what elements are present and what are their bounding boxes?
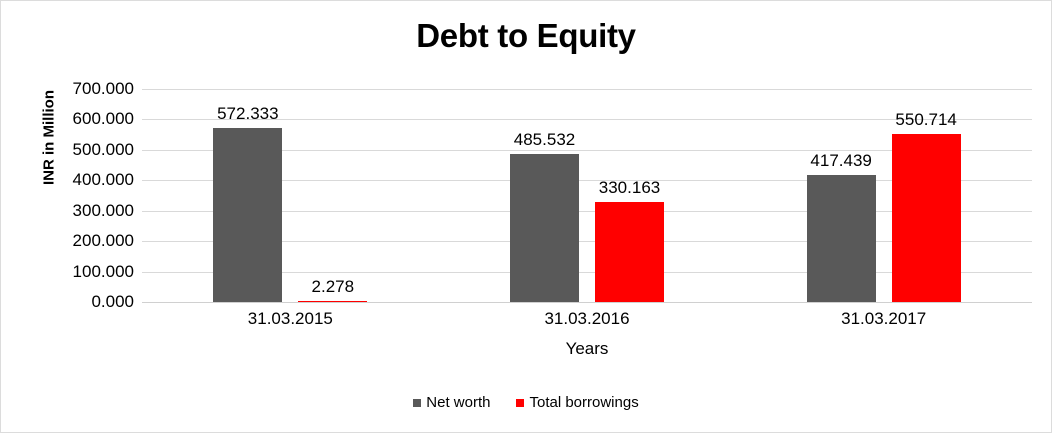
gridline <box>142 149 1032 151</box>
x-axis-category-label: 31.03.2016 <box>544 309 630 328</box>
bar-value-label: 330.163 <box>598 177 661 197</box>
legend-swatch-icon <box>516 398 525 407</box>
y-axis-tick-label: 700.000 <box>72 79 134 98</box>
bar-total-borrowings-31.03.2017[interactable] <box>891 134 961 302</box>
gridline <box>142 210 1032 212</box>
chart-title: Debt to Equity <box>416 17 636 54</box>
gridline <box>142 89 1032 90</box>
legend-item-net-worth[interactable]: Net worth <box>413 394 490 411</box>
x-axis-category-label: 31.03.2015 <box>247 309 333 328</box>
y-axis-tick-label: 0.000 <box>91 292 134 311</box>
x-axis-title: Years <box>565 339 609 358</box>
y-axis-tick-label: 600.000 <box>72 109 134 129</box>
y-axis-tick-labels: 700.000 600.000 500.000 400.000 300.000 200.0… <box>11 79 142 311</box>
bar-net-worth-31.03.2017[interactable] <box>806 174 876 302</box>
y-axis-tick-label: 100.000 <box>72 261 134 281</box>
y-axis-tick-label: 300.000 <box>72 200 134 220</box>
bar-value-label: 485.532 <box>513 130 576 150</box>
bar-net-worth-31.03.2016[interactable] <box>510 154 579 302</box>
gridline <box>142 119 1032 121</box>
gridline <box>142 180 1032 182</box>
x-axis-line <box>142 302 1032 303</box>
gridline <box>142 241 1032 243</box>
x-axis-category-label: 31.03.2017 <box>841 309 927 328</box>
legend-swatch-icon <box>413 398 422 407</box>
gridline <box>142 271 1032 273</box>
bar-total-borrowings-31.03.2016[interactable] <box>595 201 664 302</box>
x-axis-category-labels: 31.03.2015 31.03.2016 31.03.2017 <box>142 309 1032 335</box>
bar-value-label: 572.333 <box>217 103 279 123</box>
y-axis-tick-label: 500.000 <box>72 139 134 159</box>
y-axis-tick-label: 200.000 <box>72 231 134 251</box>
bar-value-label: 550.714 <box>895 110 957 130</box>
legend-label: Net worth <box>426 394 491 411</box>
bar-total-borrowings-31.03.2015[interactable] <box>298 301 368 302</box>
legend-item-total-borrowings[interactable]: Total borrowings <box>516 394 639 411</box>
bar-value-label: 2.278 <box>311 277 355 297</box>
chart-legend: Net worth Total borrowings <box>1 394 1051 411</box>
y-axis-tick-label: 400.000 <box>72 170 134 190</box>
legend-label: Total borrowings <box>529 394 639 411</box>
plot-area: 572.333 2.278 485.532 330.163 417.439 550.714 <box>142 89 1032 303</box>
bar-value-label: 417.439 <box>810 150 872 170</box>
bar-net-worth-31.03.2015[interactable] <box>213 127 283 302</box>
